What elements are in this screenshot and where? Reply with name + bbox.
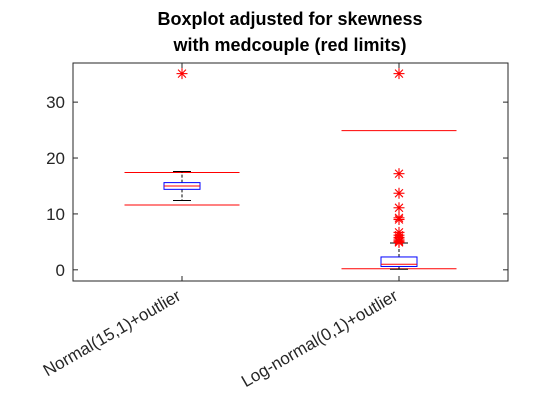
title: Boxplot adjusted for skewness with medco… bbox=[157, 9, 422, 55]
y-tick-label: 0 bbox=[56, 261, 65, 280]
outlier-point bbox=[394, 68, 405, 79]
title-line-1: Boxplot adjusted for skewness bbox=[157, 9, 422, 29]
category-label: Normal(15,1)+outlier bbox=[40, 286, 184, 380]
title-line-2: with medcouple (red limits) bbox=[172, 35, 406, 55]
outlier-point bbox=[177, 68, 188, 79]
outlier-point bbox=[394, 202, 405, 213]
outlier-point bbox=[394, 188, 405, 199]
outlier-point bbox=[394, 214, 405, 225]
category-label: Log-normal(0,1)+outlier bbox=[238, 286, 401, 391]
y-tick-label: 30 bbox=[46, 93, 65, 112]
y-tick-label: 10 bbox=[46, 205, 65, 224]
outlier-point bbox=[394, 237, 405, 248]
plot-area bbox=[73, 63, 508, 281]
outlier-point bbox=[394, 168, 405, 179]
y-tick-label: 20 bbox=[46, 149, 65, 168]
